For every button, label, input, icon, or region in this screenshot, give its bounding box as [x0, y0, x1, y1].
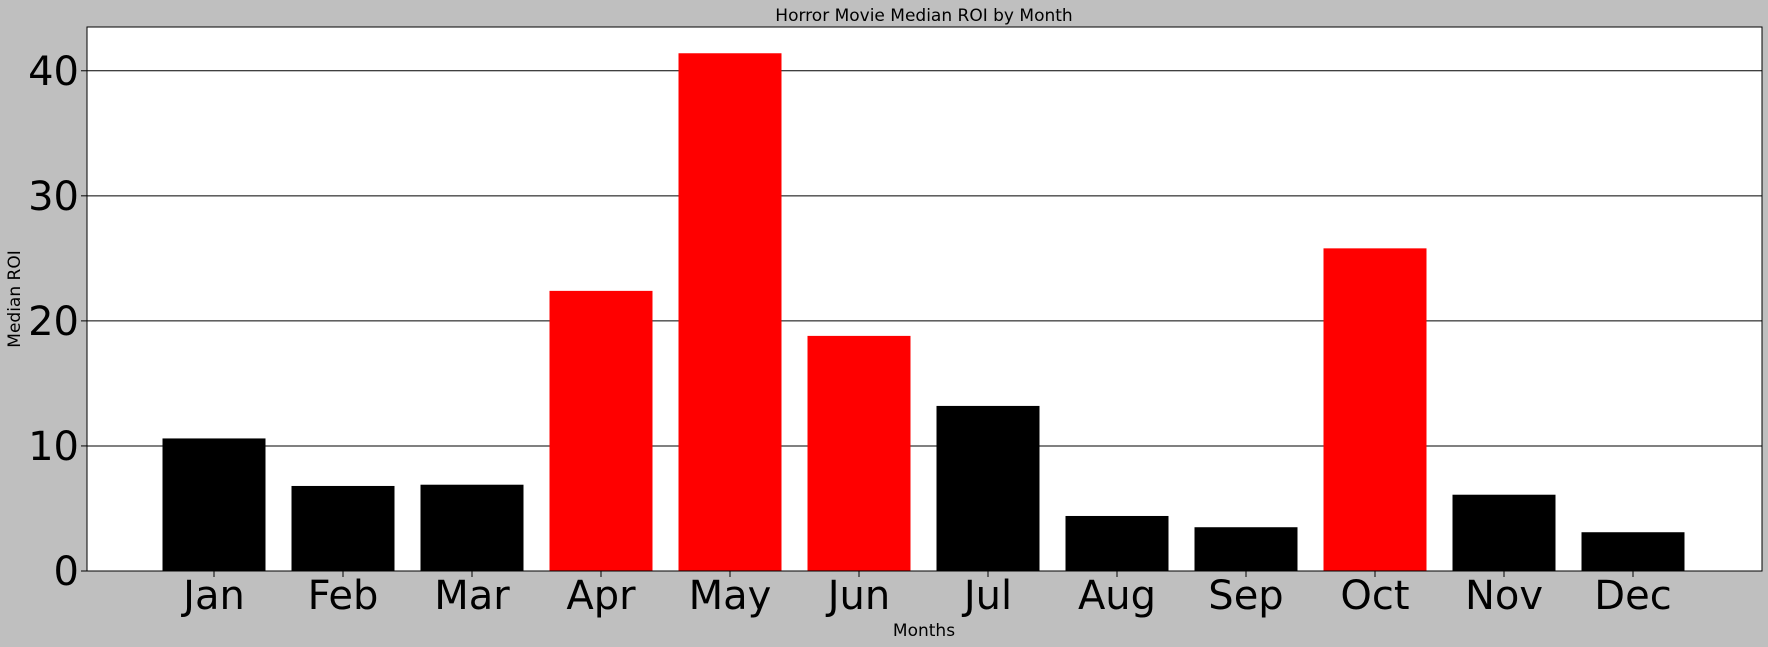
x-tick-label-jul: Jul — [961, 573, 1012, 619]
x-tick-label-sep: Sep — [1208, 573, 1283, 619]
x-tick-label-mar: Mar — [434, 573, 510, 619]
y-tick-label: 0 — [54, 549, 79, 595]
grid-lines — [87, 70, 1762, 447]
bar-feb — [291, 485, 395, 571]
y-tick-label: 40 — [28, 49, 79, 95]
bar-jul — [936, 405, 1040, 571]
x-tick-label-apr: Apr — [566, 573, 636, 619]
x-tick-label-aug: Aug — [1078, 573, 1156, 619]
bar-nov — [1452, 494, 1556, 571]
y-tick-label: 20 — [28, 299, 79, 345]
x-tick-label-oct: Oct — [1340, 573, 1409, 619]
x-axis-label: Months — [893, 621, 955, 641]
bar-jan — [162, 438, 266, 571]
chart-title: Horror Movie Median ROI by Month — [775, 6, 1072, 26]
x-tick-label-feb: Feb — [308, 573, 379, 619]
plot-area — [87, 27, 1762, 571]
bar-mar — [420, 484, 524, 571]
bar-sep — [1194, 527, 1298, 571]
bar-may — [678, 53, 782, 571]
bar-dec — [1581, 532, 1685, 571]
bars — [162, 53, 1685, 571]
x-tick-label-nov: Nov — [1465, 573, 1543, 619]
y-axis-ticks: 0 10 20 30 40 — [28, 49, 87, 595]
y-tick-label: 10 — [28, 424, 79, 470]
bar-jun — [807, 335, 911, 571]
x-tick-label-may: May — [689, 573, 772, 619]
y-axis-label: Median ROI — [5, 250, 25, 347]
y-tick-label: 30 — [28, 174, 79, 220]
x-axis-ticks: Jan Feb Mar Apr May Jun Jul Aug Sep Oct Nov Dec — [180, 571, 1672, 619]
bar-oct — [1323, 248, 1427, 571]
x-tick-label-jan: Jan — [180, 573, 245, 619]
bar-apr — [549, 290, 653, 571]
x-tick-label-jun: Jun — [825, 573, 891, 619]
x-tick-label-dec: Dec — [1594, 573, 1671, 619]
bar-aug — [1065, 515, 1169, 571]
plot-frame — [86, 26, 1763, 572]
